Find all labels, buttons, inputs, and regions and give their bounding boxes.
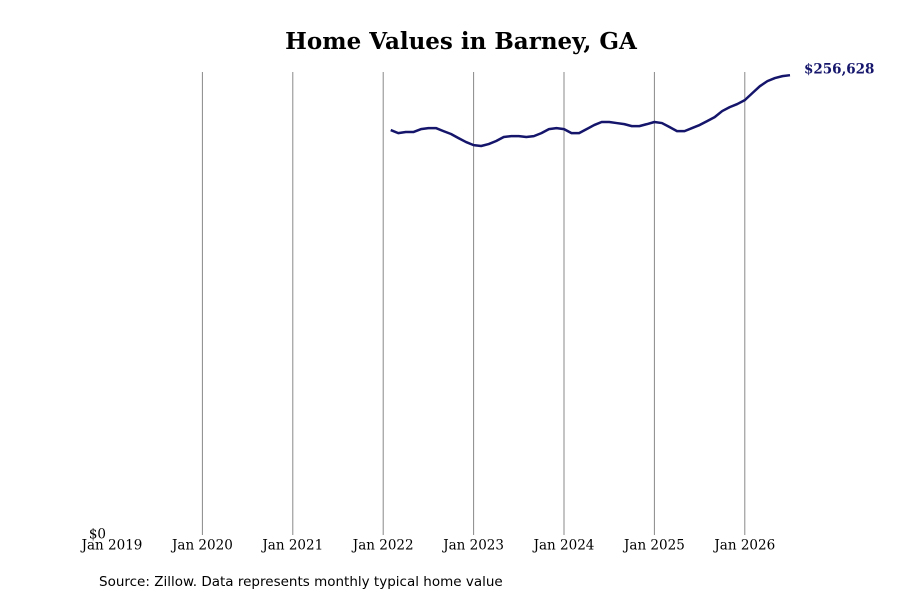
x-tick-label: Jan 2020 (170, 538, 233, 554)
x-tick-label: Jan 2022 (351, 538, 414, 554)
x-tick-label: Jan 2026 (712, 538, 775, 554)
x-tick-label: Jan 2025 (622, 538, 685, 554)
line-series (390, 73, 791, 148)
value-label: $256,628 (804, 62, 874, 78)
y-tick-label: $0 (89, 527, 106, 543)
x-tick-label: Jan 2024 (532, 538, 595, 554)
x-tick-label: Jan 2019 (80, 538, 143, 554)
x-tick-label: Jan 2023 (441, 538, 504, 554)
source-note: Source: Zillow. Data represents monthly … (99, 574, 503, 590)
x-tick-label: Jan 2021 (260, 538, 323, 554)
chart-title: Home Values in Barney, GA (285, 28, 638, 55)
